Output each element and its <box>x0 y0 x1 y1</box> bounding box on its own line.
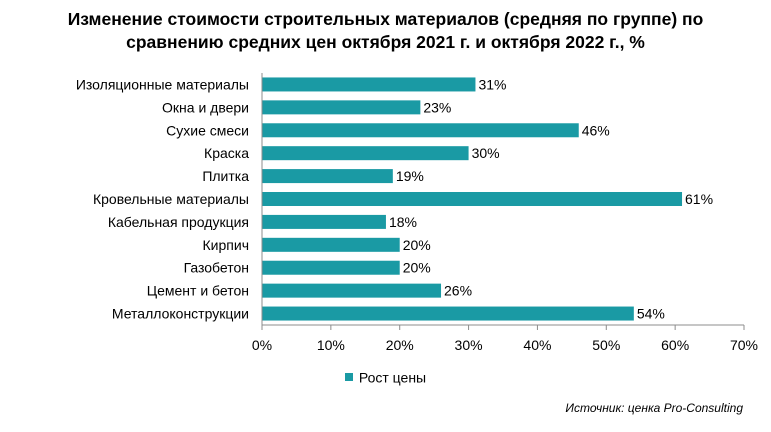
bar <box>262 283 442 298</box>
category-label: Сухие смеси <box>166 122 249 138</box>
chart-title: Изменение стоимости строительных материа… <box>0 8 771 54</box>
data-label: 46% <box>582 122 610 138</box>
x-tick-label: 10% <box>317 337 345 353</box>
x-tick-label: 70% <box>730 337 758 353</box>
data-label: 30% <box>472 145 500 161</box>
x-tick-label: 40% <box>523 337 551 353</box>
chart-title-line-1: Изменение стоимости строительных материа… <box>67 9 704 29</box>
category-label: Металлоконструкции <box>112 306 249 322</box>
x-tick-label: 30% <box>455 337 483 353</box>
bar <box>262 237 400 252</box>
data-label: 18% <box>389 214 417 230</box>
bar <box>262 169 393 184</box>
chart-title-line-2: сравнению средних цен октября 2021 г. и … <box>126 32 645 52</box>
data-label: 54% <box>637 306 665 322</box>
bar <box>262 214 386 229</box>
category-label: Кирпич <box>203 237 249 253</box>
data-label: 61% <box>685 191 713 207</box>
bar <box>262 192 683 206</box>
source-note: Источник: ценка Pro-Consulting <box>565 401 743 415</box>
x-tick-label: 60% <box>661 337 689 353</box>
bar <box>262 77 476 92</box>
data-label: 26% <box>444 283 472 299</box>
category-label: Кровельные материалы <box>93 191 249 207</box>
category-label: Изоляционные материалы <box>76 76 249 92</box>
x-tick-label: 50% <box>592 337 620 353</box>
legend: Рост цены <box>0 368 771 385</box>
category-label: Плитка <box>202 168 249 184</box>
bar <box>262 146 469 161</box>
data-label: 20% <box>403 260 431 276</box>
data-label: 19% <box>396 168 424 184</box>
bar <box>262 260 400 275</box>
data-label: 23% <box>423 99 451 115</box>
category-label: Цемент и бетон <box>147 283 249 299</box>
legend-label: Рост цены <box>358 369 427 386</box>
bar <box>262 123 579 138</box>
legend-swatch <box>344 373 353 382</box>
bar <box>262 306 634 321</box>
x-tick-label: 0% <box>252 337 272 353</box>
category-label: Газобетон <box>184 260 249 276</box>
data-label: 20% <box>403 237 431 253</box>
category-label: Краска <box>204 145 249 161</box>
bar <box>262 100 421 115</box>
category-label: Кабельная продукция <box>108 214 249 230</box>
x-tick-label: 20% <box>386 337 414 353</box>
data-label: 31% <box>478 76 506 92</box>
category-label: Окна и двери <box>162 99 249 115</box>
